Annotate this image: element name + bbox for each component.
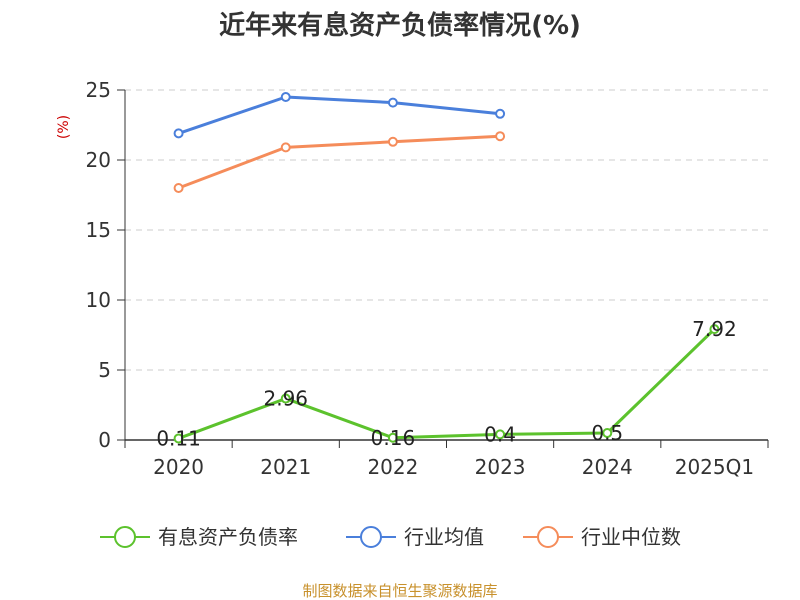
chart-title: 近年来有息资产负债率情况(%)	[219, 10, 581, 41]
legend-label: 行业均值	[404, 525, 484, 549]
x-tick-label: 2022	[367, 455, 418, 479]
series-line	[178, 134, 501, 190]
data-labels: 0.11 2.96 0.16 0.4 0.5 7.92	[156, 317, 736, 450]
legend-marker	[360, 526, 382, 548]
data-label: 0.4	[484, 422, 516, 446]
series-layer	[173, 92, 720, 444]
legend: 有息资产负债率 行业均值 行业中位数	[100, 525, 681, 549]
source-footer: 制图数据来自恒生聚源数据库	[302, 582, 497, 600]
legend-marker	[537, 526, 559, 548]
y-tick-label: 15	[86, 218, 111, 242]
data-point	[495, 108, 506, 119]
gridlines	[125, 89, 768, 371]
legend-item[interactable]: 有息资产负债率	[100, 525, 298, 549]
data-label: 0.11	[156, 426, 201, 450]
data-point	[387, 136, 398, 147]
data-point	[709, 324, 720, 335]
data-label: 2.96	[263, 387, 308, 411]
data-label: 7.92	[692, 317, 737, 341]
y-tick-label: 0	[98, 428, 111, 452]
y-tick-label: 20	[86, 148, 111, 172]
series-line	[178, 95, 501, 135]
legend-label: 有息资产负债率	[158, 525, 298, 549]
x-tick-label: 2020	[153, 455, 204, 479]
axes: 0 5 10 15 20 25 2020 2021 2022 2023 2024 2025Q1	[86, 78, 769, 479]
x-tick-label: 2023	[475, 455, 526, 479]
y-tick-label: 10	[86, 288, 111, 312]
data-label: 0.5	[591, 421, 623, 445]
y-tick-label: 25	[86, 78, 111, 102]
data-point	[495, 131, 506, 142]
data-point	[280, 393, 291, 404]
legend-label: 行业中位数	[581, 525, 681, 549]
data-point	[387, 97, 398, 108]
data-label: 0.16	[371, 426, 416, 450]
data-point	[280, 142, 291, 153]
data-point	[495, 429, 506, 440]
data-point	[173, 183, 184, 193]
x-tick-label: 2024	[582, 455, 633, 479]
data-point	[280, 92, 291, 102]
legend-item[interactable]: 行业中位数	[523, 525, 681, 549]
data-point	[173, 128, 184, 139]
data-point	[173, 433, 184, 444]
data-point	[387, 432, 398, 443]
x-tick-label: 2025Q1	[675, 455, 754, 479]
x-tick-label: 2021	[260, 455, 311, 479]
series-line	[178, 328, 716, 440]
legend-item[interactable]: 行业均值	[346, 525, 484, 549]
data-point	[602, 428, 613, 438]
legend-marker	[114, 526, 136, 548]
y-tick-label: 5	[98, 358, 111, 382]
y-axis-unit: (%)	[56, 115, 72, 139]
